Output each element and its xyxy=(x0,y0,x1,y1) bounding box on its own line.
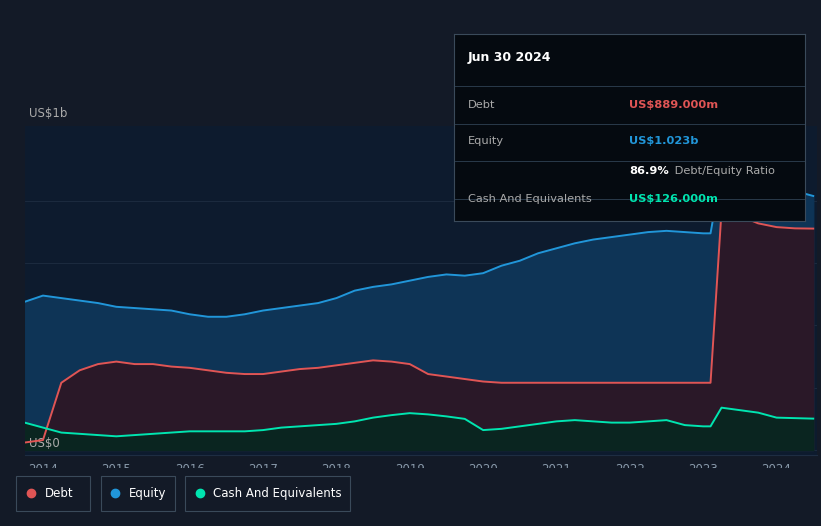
Text: Debt: Debt xyxy=(44,487,73,500)
Text: US$126.000m: US$126.000m xyxy=(629,194,718,204)
Text: Cash And Equivalents: Cash And Equivalents xyxy=(468,194,592,204)
Text: US$889.000m: US$889.000m xyxy=(629,100,718,110)
Text: US$0: US$0 xyxy=(29,437,59,450)
Text: Cash And Equivalents: Cash And Equivalents xyxy=(213,487,342,500)
Text: Equity: Equity xyxy=(129,487,167,500)
Text: US$1b: US$1b xyxy=(29,107,67,119)
Text: Debt: Debt xyxy=(468,100,496,110)
Text: Debt/Equity Ratio: Debt/Equity Ratio xyxy=(672,166,775,176)
Text: 86.9%: 86.9% xyxy=(629,166,669,176)
Text: US$1.023b: US$1.023b xyxy=(629,136,699,146)
Text: Equity: Equity xyxy=(468,136,504,146)
Text: Jun 30 2024: Jun 30 2024 xyxy=(468,51,552,64)
